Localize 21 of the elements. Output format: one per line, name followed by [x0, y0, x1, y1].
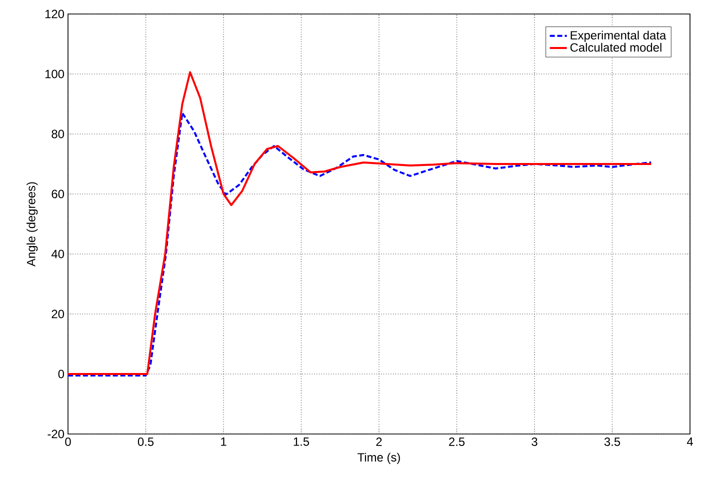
y-axis-title: Angle (degrees) [26, 182, 38, 266]
x-tick-label: 3 [532, 438, 538, 446]
x-tick-label: 0 [65, 438, 71, 446]
x-tick-label: 1 [221, 438, 226, 446]
y-tick-label: 0 [58, 370, 64, 378]
legend-label: Experimental data [570, 30, 666, 42]
legend-label: Calculated model [570, 42, 662, 52]
y-tick-label: 20 [52, 310, 64, 318]
y-tick-label: 60 [52, 190, 64, 198]
x-tick-label: 2.5 [449, 438, 465, 446]
y-tick-label: 40 [51, 250, 64, 258]
y-tick-label: -20 [48, 430, 64, 438]
y-tick-label: 100 [45, 70, 64, 78]
x-tick-label: 1.5 [294, 438, 310, 446]
x-tick-label: 0.5 [138, 438, 154, 446]
x-tick-label: 3.5 [604, 438, 620, 446]
y-tick-label: 80 [52, 130, 64, 138]
x-tick-label: 2 [376, 438, 382, 446]
x-axis-title: Time (s) [358, 452, 400, 464]
x-tick-label: 4 [686, 438, 693, 446]
y-tick-label: 120 [45, 10, 64, 18]
